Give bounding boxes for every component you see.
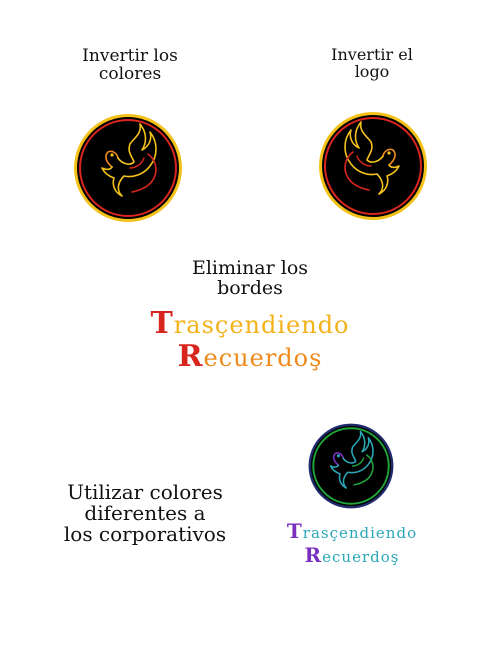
dove-flame-logo-icon xyxy=(308,423,394,509)
caption-other-colors: Utilizar colores diferentes a los corpor… xyxy=(45,482,245,545)
caption-line: Invertir los xyxy=(82,46,178,66)
caption-line: Eliminar los xyxy=(191,257,309,279)
caption-line: diferentes a xyxy=(84,501,206,525)
caption-line: bordes xyxy=(217,276,283,299)
wordmark-initial: T xyxy=(150,306,174,341)
caption-invert-logo: Invertir el logo xyxy=(312,45,432,81)
wordmark-text: rasçendiendo xyxy=(302,524,418,542)
brand-wordmark: Trasçendiendo Recuerdoş xyxy=(120,308,380,374)
wordmark-line-2: Recuerdoş xyxy=(262,544,442,568)
dove-flame-logo-icon xyxy=(319,112,427,220)
wordmark-initial: R xyxy=(304,543,323,567)
wordmark-text: ecuerdoş xyxy=(322,548,400,566)
wordmark-line-2: Recuerdoş xyxy=(120,341,380,374)
caption-line: los corporativos xyxy=(63,522,227,546)
wordmark-line-1: Trasçendiendo xyxy=(120,308,380,341)
wordmark-text: ecuerdoş xyxy=(203,344,323,372)
caption-invert-colors: Invertir los colores xyxy=(60,46,200,84)
caption-line: colores xyxy=(98,63,162,84)
caption-line: Utilizar colores xyxy=(67,480,223,504)
wordmark-initial: R xyxy=(177,339,204,374)
wordmark-initial: T xyxy=(286,519,303,543)
dove-flame-logo-icon xyxy=(74,114,182,222)
brand-wordmark: Trasçendiendo Recuerdoş xyxy=(262,520,442,568)
wordmark-line-1: Trasçendiendo xyxy=(262,520,442,544)
caption-remove-borders: Eliminar los bordes xyxy=(170,257,330,299)
caption-line: logo xyxy=(354,61,390,81)
wordmark-text: rasçendiendo xyxy=(173,311,350,339)
caption-line: Invertir el xyxy=(331,45,413,64)
